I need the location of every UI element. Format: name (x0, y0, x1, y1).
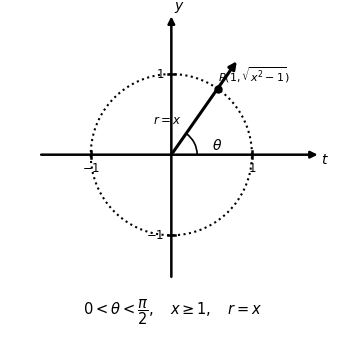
Text: t: t (322, 152, 327, 166)
Text: $-1$: $-1$ (82, 162, 100, 175)
Text: $1$: $1$ (248, 162, 256, 175)
Text: $-1$: $-1$ (146, 229, 164, 242)
Text: $P(1,\sqrt{x^2-1})$: $P(1,\sqrt{x^2-1})$ (218, 66, 290, 86)
Text: $0 < \theta < \dfrac{\pi}{2}, \quad x \geq 1, \quad r = x$: $0 < \theta < \dfrac{\pi}{2}, \quad x \g… (83, 298, 262, 327)
Text: $r = x$: $r = x$ (153, 114, 181, 127)
Text: $\theta$: $\theta$ (212, 138, 222, 153)
Text: $1$: $1$ (156, 68, 164, 80)
Point (215, 86, 220, 91)
Text: y: y (175, 0, 183, 13)
